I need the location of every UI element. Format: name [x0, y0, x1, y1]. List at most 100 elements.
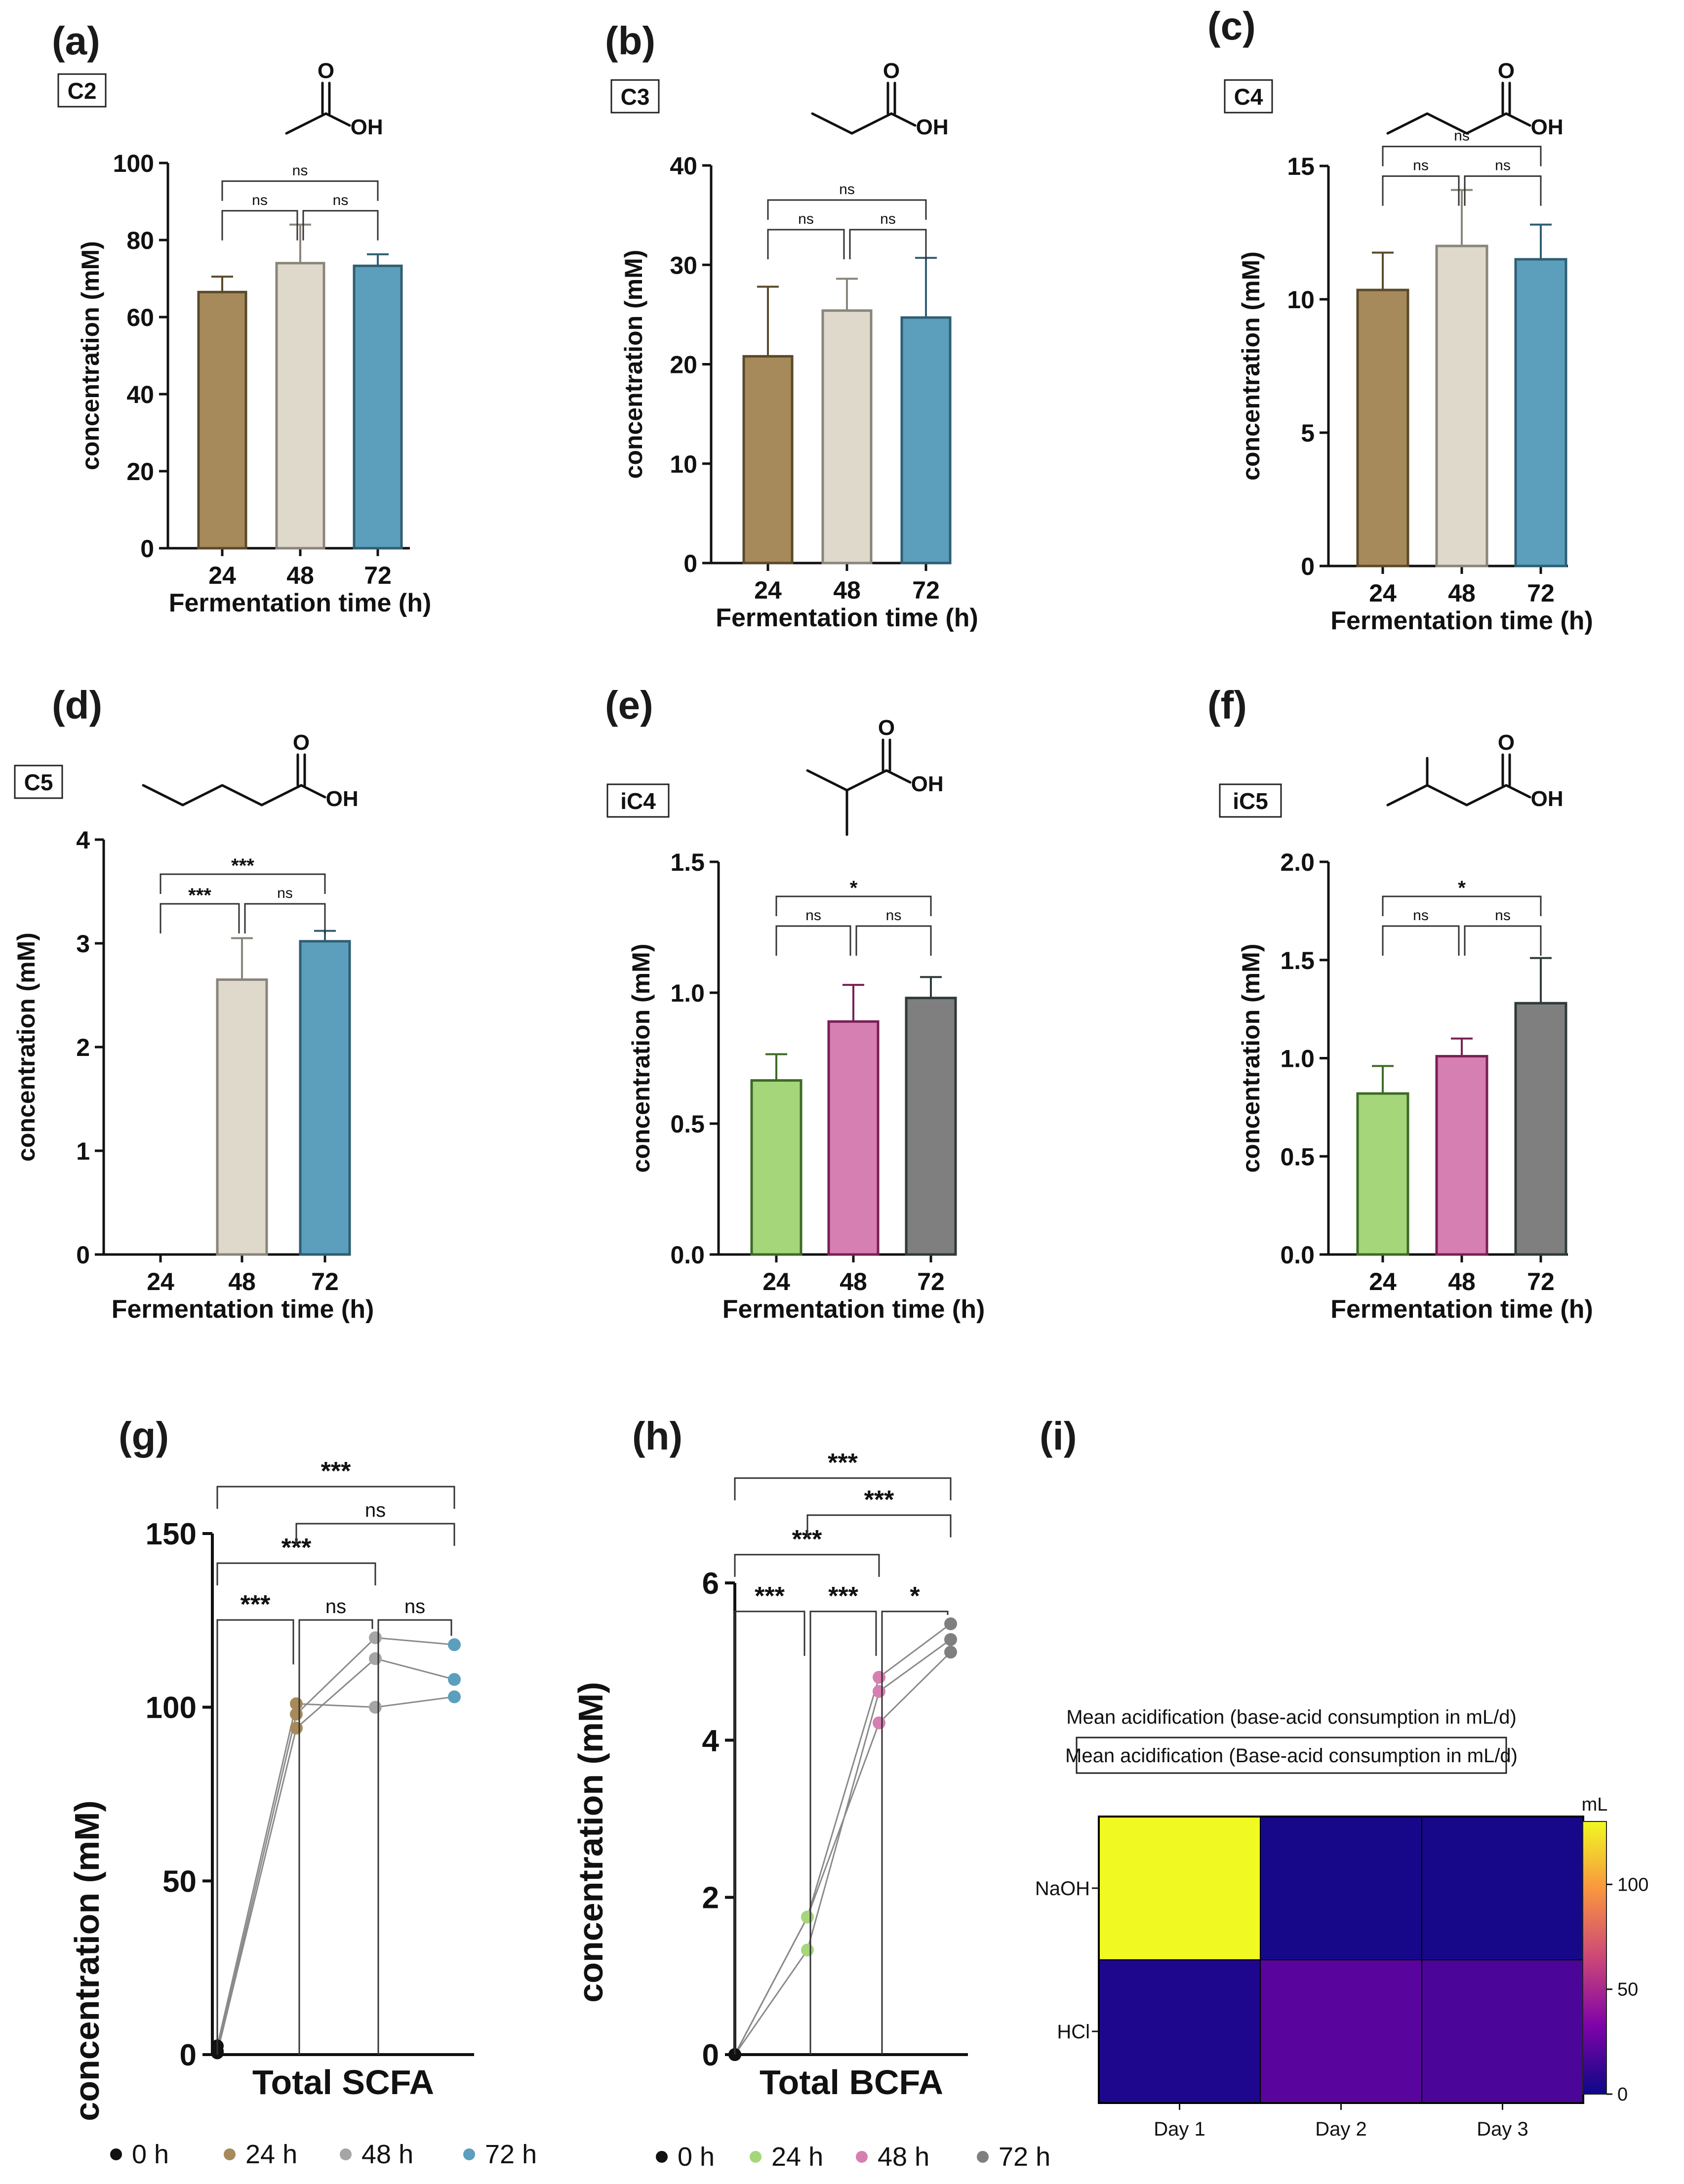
molecule-tag: C3	[610, 79, 660, 114]
y-tick-label: 100	[146, 1691, 197, 1725]
y-tick-label: 0.0	[1280, 1241, 1315, 1269]
y-tick-label: 150	[146, 1517, 197, 1551]
y-tick-label: 2	[76, 1034, 90, 1061]
chem-bond	[1505, 112, 1531, 127]
y-axis-label: concentration (mM)	[1237, 251, 1265, 481]
legend-marker	[750, 2151, 762, 2163]
heatmap-cell	[1260, 1959, 1422, 2103]
significance-bracket	[855, 925, 932, 956]
significance-label: ns	[1413, 907, 1429, 924]
significance-bracket	[216, 1486, 455, 1509]
molecule-tag-label: iC5	[1233, 788, 1268, 814]
bar	[1356, 1092, 1409, 1256]
significance-bracket	[806, 1514, 952, 1537]
chem-atom-o: O	[1498, 730, 1515, 755]
molecule-tag-box	[610, 79, 660, 114]
significance-bracket	[775, 925, 851, 956]
data-point	[944, 1617, 957, 1630]
panel-label: (c)	[1207, 4, 1256, 48]
col-label: Day 1	[1154, 2118, 1205, 2140]
data-point	[944, 1633, 957, 1646]
chemical-structure: O OH	[811, 59, 949, 139]
data-point	[873, 1671, 885, 1684]
heatmap-cell	[1098, 1816, 1261, 1960]
replicate-line	[216, 1637, 455, 2052]
significance-bracket	[734, 1477, 952, 1500]
legend-label: 48 h	[878, 2142, 929, 2172]
significance-bracket	[221, 180, 379, 201]
significance-label: ***	[241, 1590, 271, 1619]
panel-label: (f)	[1207, 683, 1247, 727]
colorbar-tick-label: 50	[1617, 1980, 1638, 2000]
y-tick-label: 0.5	[670, 1110, 705, 1138]
x-axis-label: Fermentation time (h)	[112, 1295, 374, 1324]
significance-bracket	[767, 199, 927, 220]
legend-label: 0 h	[132, 2140, 169, 2169]
legend-marker	[110, 2148, 122, 2160]
bar	[827, 1020, 880, 1256]
bar	[900, 316, 952, 565]
significance-bracket	[849, 229, 927, 259]
y-tick-label: 0	[1301, 553, 1315, 580]
bar	[750, 1079, 802, 1256]
data-point	[801, 1943, 814, 1957]
significance-bracket	[298, 1619, 373, 2055]
significance-label: ns	[333, 192, 349, 208]
y-tick-label: 0	[180, 2038, 197, 2072]
significance-bracket	[734, 1554, 880, 1577]
significance-label: ns	[1495, 907, 1511, 924]
y-tick-label: 30	[670, 251, 697, 279]
y-axis-label: concentration (mM)	[620, 250, 647, 479]
panel-label: (h)	[632, 1414, 682, 1458]
y-tick-label: 60	[126, 304, 154, 331]
y-axis-label: concentration (mM)	[77, 241, 104, 470]
significance-bracket	[216, 1619, 294, 2055]
x-tick-label: 72	[1527, 579, 1555, 607]
y-tick-label: 5	[1301, 419, 1315, 447]
legend-entry: 72 h	[463, 2140, 537, 2169]
y-tick-label: 1.0	[1280, 1045, 1315, 1073]
bar	[1435, 1055, 1488, 1256]
significance-bracket	[295, 1523, 455, 1546]
heatmap-cell	[1421, 1959, 1584, 2103]
y-tick-label: 40	[126, 381, 154, 408]
colorbar-tick-label: 0	[1617, 2084, 1628, 2105]
chem-bond	[1386, 784, 1508, 807]
legend-marker	[856, 2151, 868, 2163]
panel-label: (a)	[52, 19, 100, 63]
significance-bracket	[1382, 175, 1460, 206]
legend-entry: 24 h	[224, 2140, 297, 2169]
x-axis-label: Fermentation time (h)	[169, 589, 432, 617]
y-tick-label: 0	[683, 550, 697, 577]
chem-atom-oh: OH	[326, 787, 359, 811]
chemical-structure: O OH	[142, 730, 359, 811]
significance-label: ns	[365, 1499, 386, 1521]
chem-bond	[142, 784, 303, 807]
molecule-tag-box	[1224, 79, 1273, 114]
y-tick-label: 2.0	[1280, 849, 1315, 876]
y-tick-label: 4	[76, 826, 90, 854]
x-axis-label: Total SCFA	[252, 2063, 434, 2102]
molecule-tag-box	[57, 73, 107, 108]
significance-bracket	[1382, 895, 1542, 916]
legend-marker	[340, 2148, 352, 2160]
x-tick-label: 48	[833, 576, 861, 604]
data-point	[448, 1673, 461, 1686]
significance-label: ***	[321, 1457, 351, 1486]
data-point	[801, 1910, 814, 1924]
chem-atom-oh: OH	[1531, 115, 1564, 139]
chem-atom-oh: OH	[916, 115, 949, 139]
panel-label: (i)	[1040, 1414, 1077, 1458]
legend-entry: 24 h	[750, 2142, 823, 2172]
col-label: Day 2	[1315, 2118, 1367, 2140]
data-point	[369, 1631, 382, 1644]
data-point	[873, 1685, 885, 1698]
y-tick-label: 0	[76, 1241, 90, 1269]
y-axis-label: concentration (mM)	[571, 1682, 610, 2002]
x-axis-label: Fermentation time (h)	[716, 604, 978, 632]
x-tick-label: 48	[1448, 1268, 1476, 1295]
y-tick-label: 1	[76, 1137, 90, 1165]
significance-bracket	[160, 903, 240, 933]
molecule-tag: iC4	[606, 783, 670, 818]
data-point	[448, 1638, 461, 1652]
